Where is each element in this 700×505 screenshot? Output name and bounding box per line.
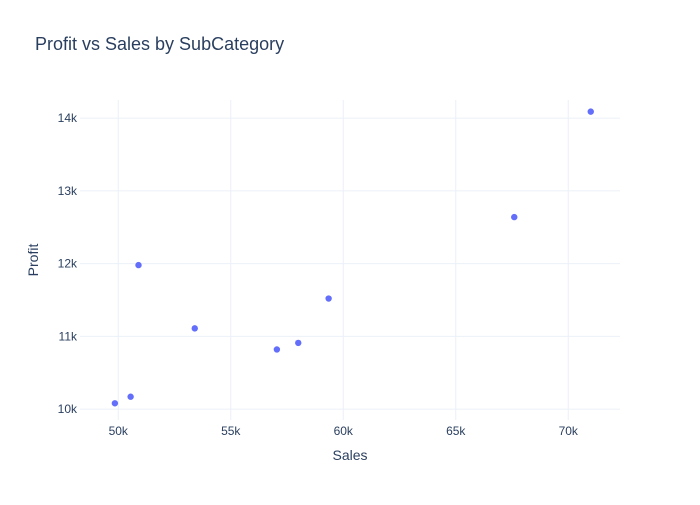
data-point[interactable] [111, 400, 119, 407]
y-tick-label: 14k [58, 111, 78, 125]
x-tick-label: 50k [109, 424, 129, 438]
data-point[interactable] [273, 346, 281, 353]
x-axis-ticks: 50k 55k 60k 65k 70k [109, 424, 579, 438]
y-axis-ticks: 10k 11k 12k 13k 14k [58, 111, 78, 416]
data-point[interactable] [135, 261, 142, 269]
data-point[interactable] [191, 325, 198, 332]
data-point[interactable] [587, 108, 594, 115]
y-tick-label: 13k [58, 184, 78, 198]
y-tick-label: 11k [59, 329, 78, 343]
x-tick-label: 65k [446, 424, 466, 438]
y-tick-label: 12k [58, 257, 78, 271]
data-point[interactable] [295, 339, 302, 347]
data-point[interactable] [511, 213, 518, 221]
chart-title: Profit vs Sales by SubCategory [35, 34, 284, 54]
data-point[interactable] [325, 295, 332, 302]
gridlines [80, 100, 620, 420]
x-tick-label: 55k [221, 424, 241, 438]
data-point[interactable] [127, 393, 134, 400]
data-points [111, 108, 594, 407]
x-tick-label: 70k [559, 424, 579, 438]
x-tick-label: 60k [334, 424, 354, 438]
y-axis-title: Profit [25, 244, 41, 277]
y-tick-label: 10k [58, 402, 78, 416]
x-axis-title: Sales [332, 447, 367, 463]
